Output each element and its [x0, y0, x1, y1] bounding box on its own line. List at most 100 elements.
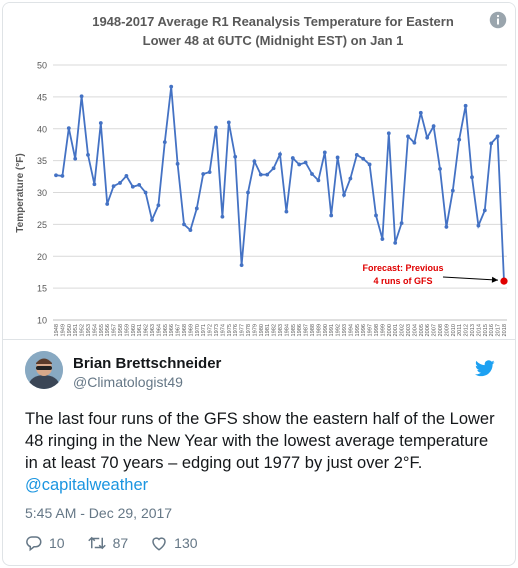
annotation-arrow [442, 276, 499, 281]
x-tick-label: 1974 [220, 324, 226, 336]
x-tick-label: 1977 [240, 324, 246, 336]
x-tick-label: 1986 [297, 324, 303, 336]
like-icon [152, 537, 166, 551]
x-tick-label: 1981 [265, 324, 271, 336]
x-tick-label: 1952 [80, 324, 86, 336]
data-point [297, 162, 302, 167]
x-tick-label: 1962 [144, 324, 150, 336]
x-tick-label: 1967 [176, 324, 182, 336]
x-tick-label: 1996 [361, 324, 367, 336]
x-tick-label: 1987 [304, 324, 310, 336]
x-tick-label: 1949 [60, 324, 66, 336]
x-tick-label: 2004 [412, 324, 418, 336]
x-tick-label: 1979 [252, 324, 258, 336]
x-tick-label: 2001 [393, 324, 399, 336]
x-tick-label: 1997 [368, 324, 374, 336]
y-axis-label: Temperature (°F) [15, 153, 26, 232]
x-tick-label: 2016 [489, 324, 495, 336]
x-tick-label: 2006 [425, 324, 431, 336]
data-point [130, 184, 135, 189]
y-tick-label: 10 [37, 316, 47, 326]
x-tick-label: 1961 [137, 324, 143, 336]
x-tick-label: 1954 [92, 324, 98, 336]
y-tick-label: 50 [37, 61, 47, 71]
data-point [207, 170, 212, 175]
y-tick-label: 45 [37, 92, 47, 102]
data-point [489, 141, 494, 146]
author-handle[interactable]: @Climatologist49 [73, 374, 183, 390]
y-tick-label: 15 [37, 284, 47, 294]
data-point [470, 175, 474, 180]
y-tick-label: 40 [37, 124, 47, 134]
tweet-actions: 10 87 130 [25, 532, 220, 554]
data-point [450, 188, 455, 193]
x-tick-label: 2014 [476, 324, 482, 336]
chart-image[interactable]: 1948-2017 Average R1 Reanalysis Temperat… [3, 3, 515, 340]
data-point [124, 174, 129, 178]
x-tick-label: 2002 [400, 324, 406, 336]
chart-title-line-1: 1948-2017 Average R1 Reanalysis Temperat… [92, 14, 454, 29]
like-button[interactable]: 130 [150, 534, 198, 552]
data-point [495, 134, 500, 139]
x-tick-label: 1988 [310, 324, 316, 336]
reply-button[interactable]: 10 [25, 534, 65, 552]
x-tick-label: 1959 [124, 324, 130, 336]
data-point [79, 94, 84, 99]
tweet-timestamp[interactable]: 5:45 AM - Dec 29, 2017 [25, 505, 173, 521]
x-tick-label: 1989 [316, 324, 322, 336]
data-point [348, 176, 353, 181]
data-point [258, 172, 263, 177]
data-point [361, 156, 366, 161]
data-point [444, 225, 449, 229]
data-point [201, 172, 206, 176]
chart-title-line-2: Lower 48 at 6UTC (Midnight EST) on Jan 1 [143, 33, 404, 48]
y-tick-label: 25 [37, 220, 47, 230]
x-tick-label: 1968 [182, 324, 188, 336]
data-point [367, 162, 372, 167]
data-point [226, 120, 231, 125]
data-point [457, 137, 462, 142]
author-name[interactable]: Brian Brettschneider [73, 355, 222, 372]
x-tick-label: 1948 [54, 324, 60, 336]
avatar[interactable] [25, 351, 63, 389]
data-point [290, 156, 295, 160]
retweet-button[interactable]: 87 [87, 534, 128, 552]
data-point [175, 161, 180, 166]
data-point [111, 184, 116, 189]
data-point [354, 152, 359, 157]
tweet-text: The last four runs of the GFS show the e… [25, 408, 495, 496]
annotation-arrowhead [491, 276, 498, 283]
data-point [98, 121, 103, 125]
data-point [137, 182, 142, 187]
avatar-image [25, 351, 63, 389]
data-point [220, 214, 225, 219]
data-point [73, 156, 78, 161]
temperature-chart: 1948-2017 Average R1 Reanalysis Temperat… [3, 3, 515, 339]
data-point [303, 160, 308, 165]
x-tick-label: 1990 [323, 324, 329, 336]
x-tick-label: 1982 [272, 324, 278, 336]
annotation-line-2: 4 runs of GFS [373, 276, 432, 286]
data-point [214, 125, 218, 130]
twitter-bird-icon[interactable] [475, 360, 495, 377]
data-point [105, 202, 110, 206]
forecast-point [500, 277, 508, 285]
data-point [463, 103, 468, 108]
data-point [412, 140, 417, 145]
x-tick-label: 2007 [432, 324, 438, 336]
mention-link[interactable]: @capitalweather [25, 476, 149, 494]
data-point [278, 152, 282, 157]
data-point [150, 218, 154, 222]
data-point [322, 150, 327, 155]
chart-media-icon [489, 11, 507, 29]
x-tick-label: 1992 [336, 324, 342, 336]
data-point [182, 222, 186, 227]
data-point [284, 209, 289, 214]
data-point [60, 174, 65, 178]
retweet-icon [87, 536, 106, 550]
x-tick-label: 1972 [208, 324, 214, 336]
x-tick-label: 1964 [156, 324, 162, 336]
data-point [335, 155, 340, 160]
annotation-line-1: Forecast: Previous [362, 263, 443, 273]
reply-icon [26, 536, 42, 552]
